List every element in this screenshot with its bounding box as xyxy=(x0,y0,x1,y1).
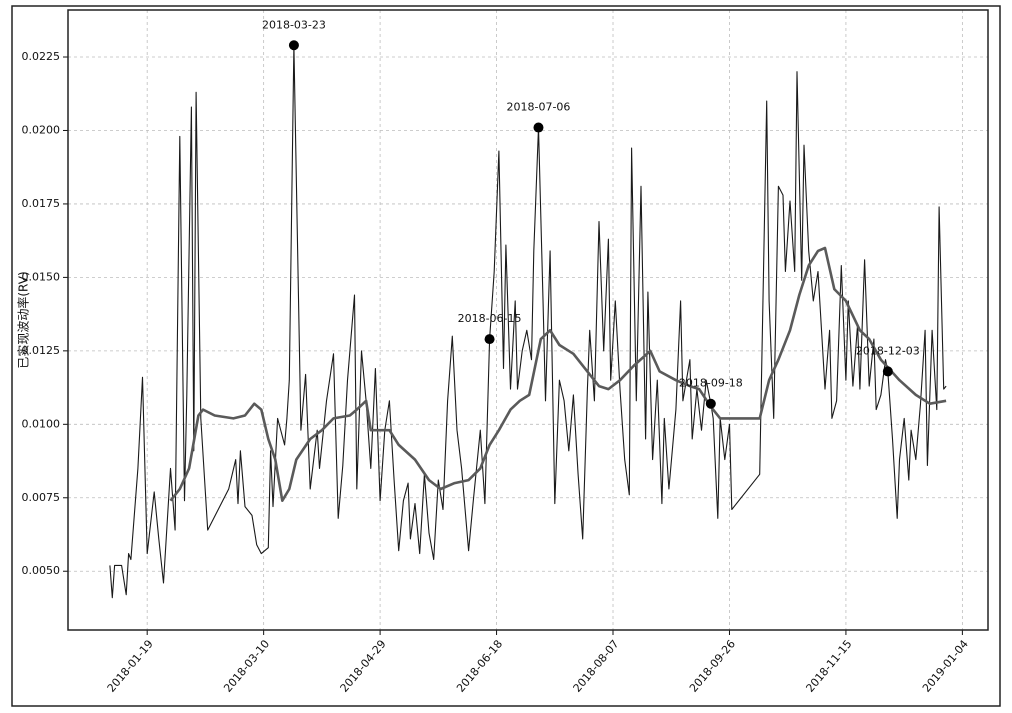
y-tick-label: 0.0050 xyxy=(22,564,61,577)
y-tick-label: 0.0150 xyxy=(22,270,61,283)
annotation-marker xyxy=(288,40,299,51)
annotation-label: 2018-09-18 xyxy=(679,377,743,390)
outer-frame xyxy=(11,5,1001,707)
y-axis-label: 已实现波动率(RV) xyxy=(16,271,31,368)
y-tick-label: 0.0125 xyxy=(22,344,61,357)
series-line xyxy=(109,44,947,599)
x-tick-label: 2018-09-26 xyxy=(687,638,738,695)
x-tick-label: 2018-11-15 xyxy=(803,638,854,695)
plot-frame xyxy=(67,9,989,631)
annotation-label: 2018-12-03 xyxy=(856,344,920,357)
annotation-label: 2018-06-15 xyxy=(458,312,522,325)
annotation-marker xyxy=(533,122,544,133)
x-tick-label: 2018-06-18 xyxy=(454,638,505,695)
x-tick-label: 2018-01-19 xyxy=(105,638,156,695)
y-tick-label: 0.0100 xyxy=(22,417,61,430)
y-tick-label: 0.0175 xyxy=(22,197,61,210)
annotation-marker xyxy=(882,366,893,377)
x-tick-label: 2018-04-29 xyxy=(338,638,389,695)
y-tick-label: 0.0200 xyxy=(22,123,61,136)
y-tick-label: 0.0075 xyxy=(22,491,61,504)
x-tick-label: 2018-08-07 xyxy=(571,638,622,695)
annotation-label: 2018-03-23 xyxy=(262,18,326,31)
x-tick-label: 2019-01-04 xyxy=(920,638,971,695)
y-tick-label: 0.0225 xyxy=(22,50,61,63)
annotation-marker xyxy=(484,334,495,345)
x-tick-label: 2018-03-10 xyxy=(221,638,272,695)
series-line xyxy=(169,246,947,502)
annotation-marker xyxy=(705,398,716,409)
annotation-label: 2018-07-06 xyxy=(507,101,571,114)
